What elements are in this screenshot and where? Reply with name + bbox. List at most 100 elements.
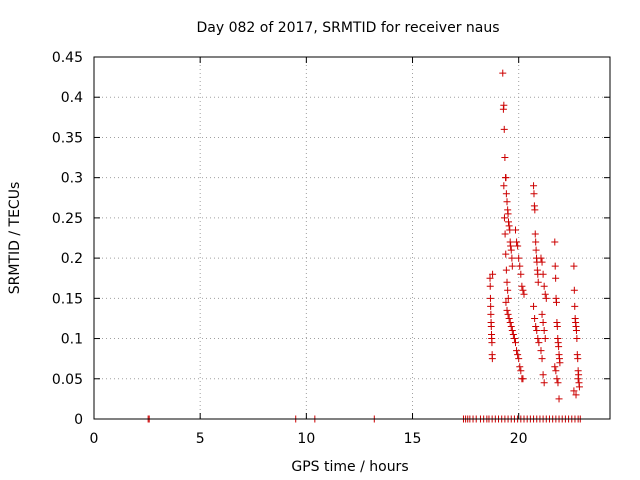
data-point	[542, 294, 550, 302]
data-point	[504, 294, 512, 302]
data-point	[506, 318, 514, 326]
data-point	[541, 335, 549, 343]
data-point	[501, 154, 509, 162]
data-point	[508, 327, 516, 335]
data-point	[502, 190, 510, 198]
data-point	[574, 355, 582, 363]
data-point	[504, 286, 512, 294]
data-point	[530, 182, 538, 190]
data-point	[504, 218, 512, 226]
data-point	[553, 322, 561, 330]
y-tick-label: 0.05	[52, 372, 83, 388]
data-point	[489, 270, 497, 278]
data-point	[520, 290, 528, 298]
data-point	[488, 355, 496, 363]
y-tick-label: 0.4	[61, 90, 83, 106]
data-point	[505, 222, 513, 230]
x-tick-label: 20	[510, 431, 528, 447]
data-point	[537, 347, 545, 355]
x-tick-label: 10	[297, 431, 315, 447]
data-point	[502, 250, 510, 258]
data-point	[513, 347, 521, 355]
data-point	[537, 254, 545, 262]
plot-area-border	[93, 56, 611, 420]
x-tick-label: 0	[90, 431, 99, 447]
data-point	[517, 367, 525, 375]
axis-ticks: 0 0.05 0.1 0.15 0.2 0.25 0.3 0.35 0.4 0.45 0 5 10 15 2…	[52, 50, 610, 447]
data-point	[572, 391, 580, 399]
data-point	[570, 286, 578, 294]
y-tick-label: 0.25	[52, 211, 83, 227]
data-point	[551, 363, 559, 371]
data-point	[504, 310, 512, 318]
data-point	[541, 290, 549, 298]
data-point	[572, 327, 580, 335]
data-point	[516, 363, 524, 371]
data-point	[517, 270, 525, 278]
data-point	[552, 298, 560, 306]
data-point	[532, 246, 540, 254]
data-point	[555, 395, 563, 403]
data-point	[575, 383, 583, 391]
data-point	[552, 367, 560, 375]
data-point	[538, 310, 546, 318]
data-point	[510, 335, 518, 343]
data-point	[500, 182, 508, 190]
data-point	[540, 327, 548, 335]
data-point	[500, 125, 508, 133]
data-point	[573, 335, 581, 343]
data-point	[512, 226, 520, 234]
data-point	[500, 214, 508, 222]
data-point	[487, 302, 495, 310]
data-point	[486, 282, 494, 290]
data-point	[570, 387, 578, 395]
data-point	[503, 278, 511, 286]
data-point	[487, 322, 495, 330]
data-point	[519, 375, 527, 383]
data-point	[540, 282, 548, 290]
data-point	[512, 339, 520, 347]
data-point	[571, 302, 579, 310]
data-point	[516, 262, 524, 270]
data-point	[487, 310, 495, 318]
data-point	[532, 238, 540, 246]
y-tick-label: 0.45	[52, 50, 83, 66]
data-point	[533, 327, 541, 335]
data-point	[538, 258, 546, 266]
data-point	[534, 335, 542, 343]
data-point	[502, 266, 510, 274]
data-point	[515, 355, 523, 363]
data-point	[519, 286, 527, 294]
data-point	[538, 355, 546, 363]
data-point	[508, 262, 516, 270]
grid-lines	[94, 57, 610, 419]
data-point	[574, 375, 582, 383]
data-point	[500, 101, 508, 109]
y-tick-label: 0.35	[52, 130, 83, 146]
data-point	[531, 206, 539, 214]
data-point	[507, 322, 515, 330]
data-point	[486, 274, 494, 282]
data-point	[518, 282, 526, 290]
data-point	[513, 238, 521, 246]
data-point	[540, 379, 548, 387]
data-point	[532, 322, 540, 330]
data-point	[534, 278, 542, 286]
data-point	[539, 371, 547, 379]
data-point	[501, 230, 509, 238]
data-point	[554, 379, 562, 387]
data-point	[556, 359, 564, 367]
data-point	[539, 270, 547, 278]
data-point	[552, 274, 560, 282]
data-point	[551, 262, 559, 270]
data-point	[509, 331, 517, 339]
y-tick-label: 0.15	[52, 291, 83, 307]
data-point	[505, 314, 513, 322]
data-point	[499, 69, 507, 77]
y-tick-label: 0.3	[61, 171, 83, 187]
y-axis-label: SRMTID / TECUs	[7, 182, 23, 295]
x-axis-label: GPS time / hours	[291, 459, 408, 475]
x-tick-label: 15	[404, 431, 422, 447]
data-point	[488, 339, 496, 347]
